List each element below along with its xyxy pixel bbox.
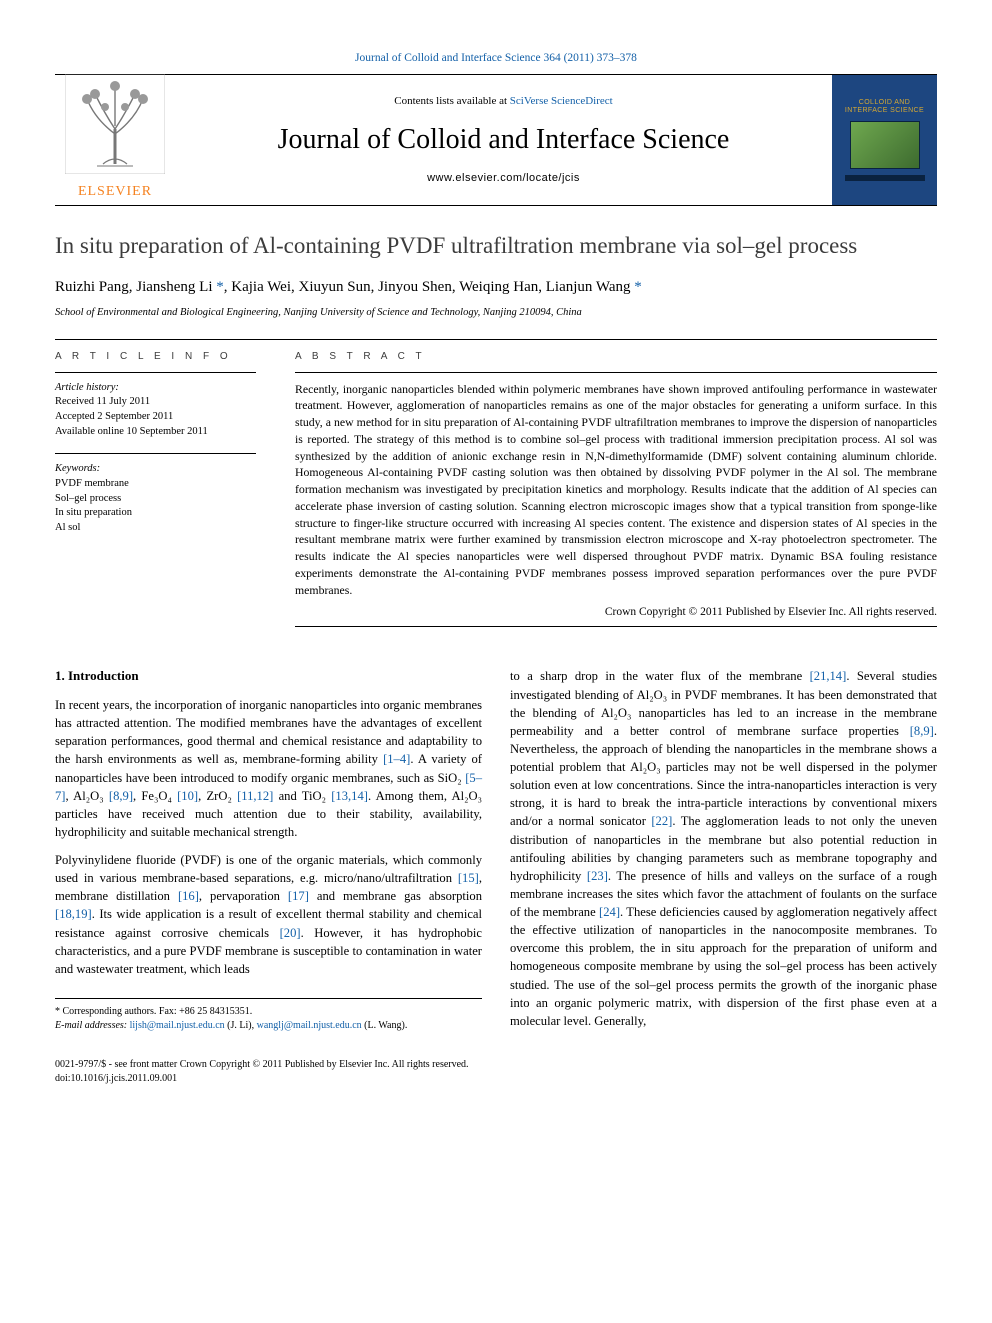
who1: (J. Li), <box>225 1020 257 1031</box>
cite[interactable]: [20] <box>280 926 301 940</box>
cite[interactable]: [21,14] <box>810 669 847 683</box>
cite[interactable]: [8,9] <box>910 724 934 738</box>
t: Polyvinylidene fluoride (PVDF) is one of… <box>55 853 482 885</box>
journal-name: Journal of Colloid and Interface Science <box>278 120 730 159</box>
cite[interactable]: [10] <box>177 789 198 803</box>
page-root: Journal of Colloid and Interface Science… <box>0 0 992 1136</box>
divider <box>295 626 937 627</box>
cite[interactable]: [15] <box>458 871 479 885</box>
elsevier-tree-icon <box>65 74 165 174</box>
cover-image <box>850 121 920 169</box>
cite[interactable]: [8,9] <box>109 789 133 803</box>
intro-p1: In recent years, the incorporation of in… <box>55 696 482 841</box>
corr-mark-2[interactable]: * <box>631 279 642 295</box>
journal-url: www.elsevier.com/locate/jcis <box>427 171 580 186</box>
divider <box>295 372 937 373</box>
article-title: In situ preparation of Al-containing PVD… <box>55 232 937 261</box>
journal-header-band: ELSEVIER Contents lists available at Sci… <box>55 74 937 206</box>
emails-line: E-mail addresses: lijsh@mail.njust.edu.c… <box>55 1019 482 1033</box>
who2: (L. Wang). <box>362 1020 408 1031</box>
cover-title: COLLOID AND INTERFACE SCIENCE <box>838 99 931 114</box>
history-text: Received 11 July 2011 Accepted 2 Septemb… <box>55 396 208 436</box>
t: . Nevertheless, the approach of blending… <box>510 724 937 829</box>
affiliation: School of Environmental and Biological E… <box>55 306 937 321</box>
journal-cover-thumb: COLLOID AND INTERFACE SCIENCE <box>832 75 937 205</box>
top-journal-ref-link[interactable]: Journal of Colloid and Interface Science… <box>355 52 637 64</box>
corr-mark-1[interactable]: * <box>213 279 224 295</box>
t: to a sharp drop in the water flux of the… <box>510 669 810 683</box>
t: and TiO₂ <box>273 789 331 803</box>
intro-right-p1: to a sharp drop in the water flux of the… <box>510 667 937 1030</box>
intro-heading: 1. Introduction <box>55 667 482 686</box>
cite[interactable]: [18,19] <box>55 907 92 921</box>
cite[interactable]: [17] <box>288 889 309 903</box>
email-link-2[interactable]: wanglj@mail.njust.edu.cn <box>257 1020 362 1031</box>
doi-text: doi:10.1016/j.jcis.2011.09.001 <box>55 1072 937 1086</box>
t: , Fe₃O₄ <box>133 789 177 803</box>
authors-text-2: , Kajia Wei, Xiuyun Sun, Jinyou Shen, We… <box>224 279 631 295</box>
contents-available-line: Contents lists available at SciVerse Sci… <box>394 94 612 109</box>
front-matter-text: 0021-9797/$ - see front matter Crown Cop… <box>55 1058 937 1072</box>
divider <box>55 372 256 373</box>
publisher-block: ELSEVIER <box>55 75 175 205</box>
cite[interactable]: [22] <box>651 814 672 828</box>
article-info-col: A R T I C L E I N F O Article history: R… <box>55 340 275 646</box>
abstract-text: Recently, inorganic nanoparticles blende… <box>295 381 937 599</box>
history-label: Article history: <box>55 382 119 393</box>
abstract-col: A B S T R A C T Recently, inorganic nano… <box>275 340 937 646</box>
keywords-text: PVDF membrane Sol–gel process In situ pr… <box>55 478 132 533</box>
left-column: 1. Introduction In recent years, the inc… <box>55 667 482 1040</box>
cite[interactable]: [24] <box>599 905 620 919</box>
header-center: Contents lists available at SciVerse Sci… <box>175 75 832 205</box>
emails-label: E-mail addresses: <box>55 1020 130 1031</box>
t: , Al₂O₃ <box>66 789 109 803</box>
cite[interactable]: [1–4] <box>383 752 410 766</box>
contents-text: Contents lists available at <box>394 95 509 107</box>
keywords-block: Keywords: PVDF membrane Sol–gel process … <box>55 462 256 535</box>
t: , pervaporation <box>199 889 288 903</box>
article-info-label: A R T I C L E I N F O <box>55 350 256 364</box>
abstract-label: A B S T R A C T <box>295 350 937 364</box>
email-link-1[interactable]: lijsh@mail.njust.edu.cn <box>130 1020 225 1031</box>
info-abstract-row: A R T I C L E I N F O Article history: R… <box>55 339 937 646</box>
author-list: Ruizhi Pang, Jiansheng Li *, Kajia Wei, … <box>55 277 937 298</box>
intro-p2: Polyvinylidene fluoride (PVDF) is one of… <box>55 851 482 978</box>
right-column: to a sharp drop in the water flux of the… <box>510 667 937 1040</box>
article-history: Article history: Received 11 July 2011 A… <box>55 381 256 440</box>
publisher-name: ELSEVIER <box>65 182 165 202</box>
sciencedirect-link[interactable]: SciVerse ScienceDirect <box>510 95 613 107</box>
divider <box>55 453 256 454</box>
cite[interactable]: [16] <box>178 889 199 903</box>
corresponding-note: * Corresponding authors. Fax: +86 25 843… <box>55 1005 482 1019</box>
t: . These deficiencies caused by agglomera… <box>510 905 937 1028</box>
keywords-label: Keywords: <box>55 463 100 474</box>
abstract-copyright: Crown Copyright © 2011 Published by Else… <box>295 604 937 620</box>
front-matter-line: 0021-9797/$ - see front matter Crown Cop… <box>55 1058 937 1086</box>
footnotes: * Corresponding authors. Fax: +86 25 843… <box>55 998 482 1033</box>
cite[interactable]: [13,14] <box>331 789 368 803</box>
authors-text: Ruizhi Pang, Jiansheng Li <box>55 279 213 295</box>
body-columns: 1. Introduction In recent years, the inc… <box>55 667 937 1040</box>
cover-strip <box>845 175 925 181</box>
t: and membrane gas absorption <box>309 889 482 903</box>
cite[interactable]: [11,12] <box>237 789 273 803</box>
cite[interactable]: [23] <box>587 869 608 883</box>
t: , ZrO₂ <box>198 789 237 803</box>
top-journal-ref: Journal of Colloid and Interface Science… <box>55 50 937 66</box>
